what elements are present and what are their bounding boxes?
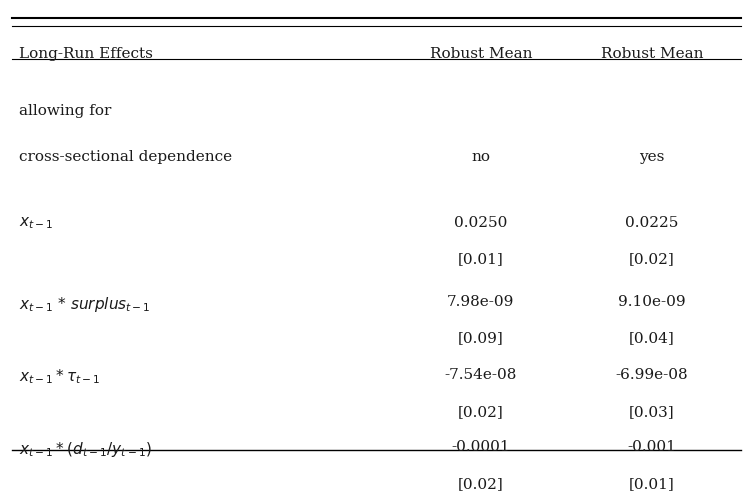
Text: [0.02]: [0.02] — [458, 477, 504, 491]
Text: Robust Mean: Robust Mean — [429, 47, 532, 62]
Text: Long-Run Effects: Long-Run Effects — [19, 47, 153, 62]
Text: $x_{t-1} * (d_{t-1}/y_{t-1})$: $x_{t-1} * (d_{t-1}/y_{t-1})$ — [19, 440, 152, 460]
Text: -0.0001: -0.0001 — [452, 440, 510, 455]
Text: [0.04]: [0.04] — [630, 332, 675, 345]
Text: -6.99e-08: -6.99e-08 — [616, 368, 688, 382]
Text: 0.0250: 0.0250 — [454, 215, 508, 229]
Text: [0.03]: [0.03] — [630, 405, 675, 419]
Text: [0.01]: [0.01] — [630, 477, 675, 491]
Text: cross-sectional dependence: cross-sectional dependence — [19, 150, 232, 164]
Text: 0.0225: 0.0225 — [625, 215, 678, 229]
Text: $x_{t-1}$ $*$ $\mathit{surplus}_{t-1}$: $x_{t-1}$ $*$ $\mathit{surplus}_{t-1}$ — [19, 295, 151, 314]
Text: $x_{t-1}$: $x_{t-1}$ — [19, 215, 53, 231]
Text: allowing for: allowing for — [19, 104, 111, 118]
Text: [0.09]: [0.09] — [458, 332, 504, 345]
Text: yes: yes — [639, 150, 665, 164]
Text: [0.01]: [0.01] — [458, 252, 504, 266]
Text: no: no — [471, 150, 490, 164]
Text: -7.54e-08: -7.54e-08 — [444, 368, 517, 382]
Text: [0.02]: [0.02] — [458, 405, 504, 419]
Text: Robust Mean: Robust Mean — [601, 47, 703, 62]
Text: 7.98e-09: 7.98e-09 — [447, 295, 514, 309]
Text: 9.10e-09: 9.10e-09 — [618, 295, 686, 309]
Text: -0.001: -0.001 — [627, 440, 676, 455]
Text: $x_{t-1} * \tau_{t-1}$: $x_{t-1} * \tau_{t-1}$ — [19, 368, 101, 387]
Text: [0.02]: [0.02] — [630, 252, 675, 266]
